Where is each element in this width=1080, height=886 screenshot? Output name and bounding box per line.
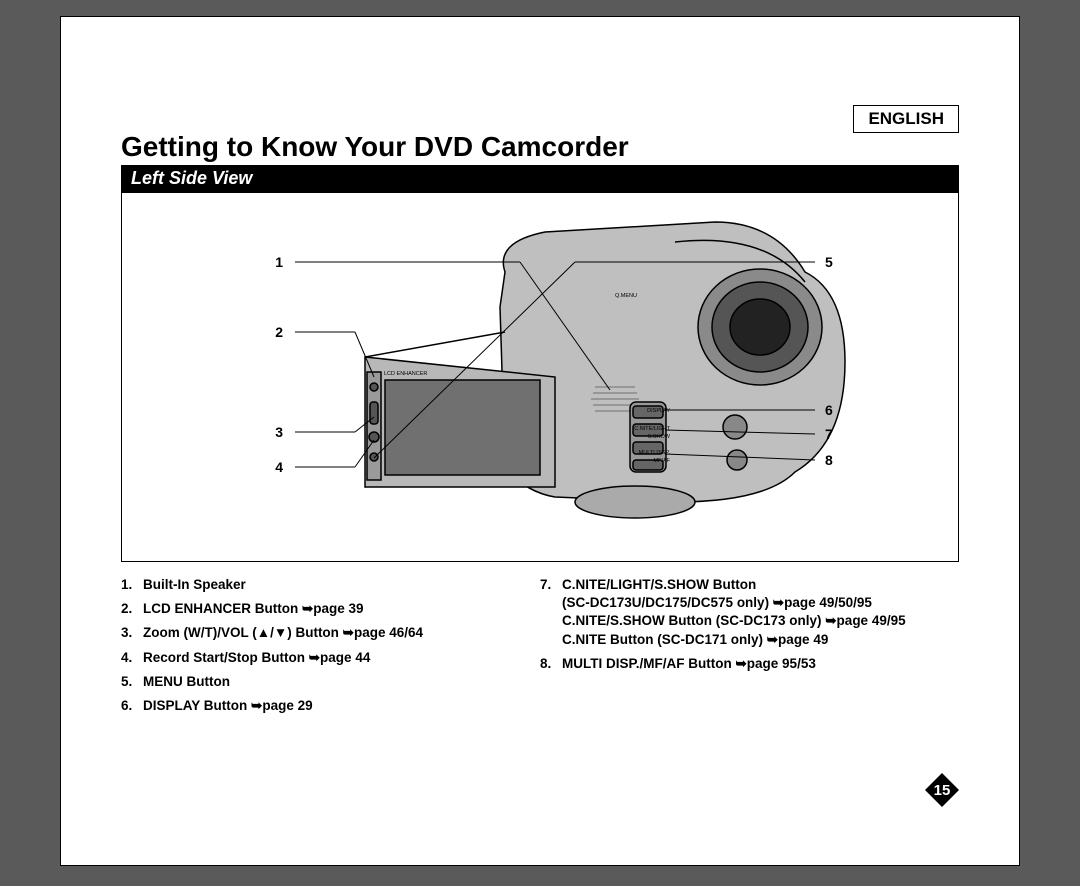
section-header: Left Side View <box>121 165 959 192</box>
legend-text: DISPLAY Button ➥page 29 <box>143 698 313 713</box>
legend-text: LCD ENHANCER Button ➥page 39 <box>143 601 364 616</box>
legend-number: 3. <box>121 624 143 642</box>
legend-item: 2.LCD ENHANCER Button ➥page 39 <box>121 600 530 618</box>
legend-item: 7.C.NITE/LIGHT/S.SHOW Button (SC-DC173U/D… <box>540 576 959 649</box>
legend-text: C.NITE/LIGHT/S.SHOW Button <box>562 577 756 592</box>
legend-subtext: C.NITE/S.SHOW Button (SC-DC173 only) ➥pa… <box>562 612 959 630</box>
legend-subtext: (SC-DC173U/DC175/DC575 only) ➥page 49/50… <box>562 594 959 612</box>
svg-text:Q.MENU: Q.MENU <box>615 293 637 299</box>
camcorder-diagram: LCD ENHANCER Q.MENU DISPLAY C.NITE/LIGHT… <box>175 202 905 552</box>
legend-item: 6.DISPLAY Button ➥page 29 <box>121 697 530 715</box>
legend-item: 1.Built-In Speaker <box>121 576 530 594</box>
svg-text:MF/AF: MF/AF <box>654 458 671 464</box>
diagram-container: LCD ENHANCER Q.MENU DISPLAY C.NITE/LIGHT… <box>121 192 959 562</box>
legend-number: 4. <box>121 649 143 667</box>
legend-text: Zoom (W/T)/VOL (▲/▼) Button ➥page 46/64 <box>143 625 423 640</box>
callout-2: 2 <box>275 324 283 340</box>
legend-number: 7. <box>540 576 562 594</box>
legend-left-column: 1.Built-In Speaker2.LCD ENHANCER Button … <box>121 576 540 721</box>
language-box: ENGLISH <box>853 105 959 133</box>
svg-text:S.SHOW: S.SHOW <box>648 434 671 440</box>
legend-item: 4.Record Start/Stop Button ➥page 44 <box>121 649 530 667</box>
legend-number: 6. <box>121 697 143 715</box>
manual-page: ENGLISH Getting to Know Your DVD Camcord… <box>60 16 1020 866</box>
legend-right-column: 7.C.NITE/LIGHT/S.SHOW Button (SC-DC173U/D… <box>540 576 959 721</box>
svg-text:MULTI DISP.: MULTI DISP. <box>639 450 671 456</box>
callout-1: 1 <box>275 254 283 270</box>
legend-text: MULTI DISP./MF/AF Button ➥page 95/53 <box>562 656 816 671</box>
legend-item: 3.Zoom (W/T)/VOL (▲/▼) Button ➥page 46/6… <box>121 624 530 642</box>
callout-8: 8 <box>825 452 833 468</box>
legend-number: 1. <box>121 576 143 594</box>
callout-4: 4 <box>275 459 283 475</box>
svg-text:LCD ENHANCER: LCD ENHANCER <box>384 371 427 377</box>
callout-6: 6 <box>825 402 833 418</box>
legend-number: 8. <box>540 655 562 673</box>
legend-text: Built-In Speaker <box>143 577 246 592</box>
legend-item: 8.MULTI DISP./MF/AF Button ➥page 95/53 <box>540 655 959 673</box>
legend-number: 2. <box>121 600 143 618</box>
callout-3: 3 <box>275 424 283 440</box>
callout-7: 7 <box>825 426 833 442</box>
legend-subtext: C.NITE Button (SC-DC171 only) ➥page 49 <box>562 631 959 649</box>
page-number-badge: 15 <box>925 773 959 807</box>
callout-5: 5 <box>825 254 833 270</box>
legend-item: 5.MENU Button <box>121 673 530 691</box>
page-title: Getting to Know Your DVD Camcorder <box>121 131 959 163</box>
svg-text:DISPLAY: DISPLAY <box>647 408 670 414</box>
legend-text: MENU Button <box>143 674 230 689</box>
svg-text:C.NITE/LIGHT: C.NITE/LIGHT <box>634 426 670 432</box>
legend-lists: 1.Built-In Speaker2.LCD ENHANCER Button … <box>121 576 959 721</box>
legend-text: Record Start/Stop Button ➥page 44 <box>143 650 370 665</box>
legend-number: 5. <box>121 673 143 691</box>
